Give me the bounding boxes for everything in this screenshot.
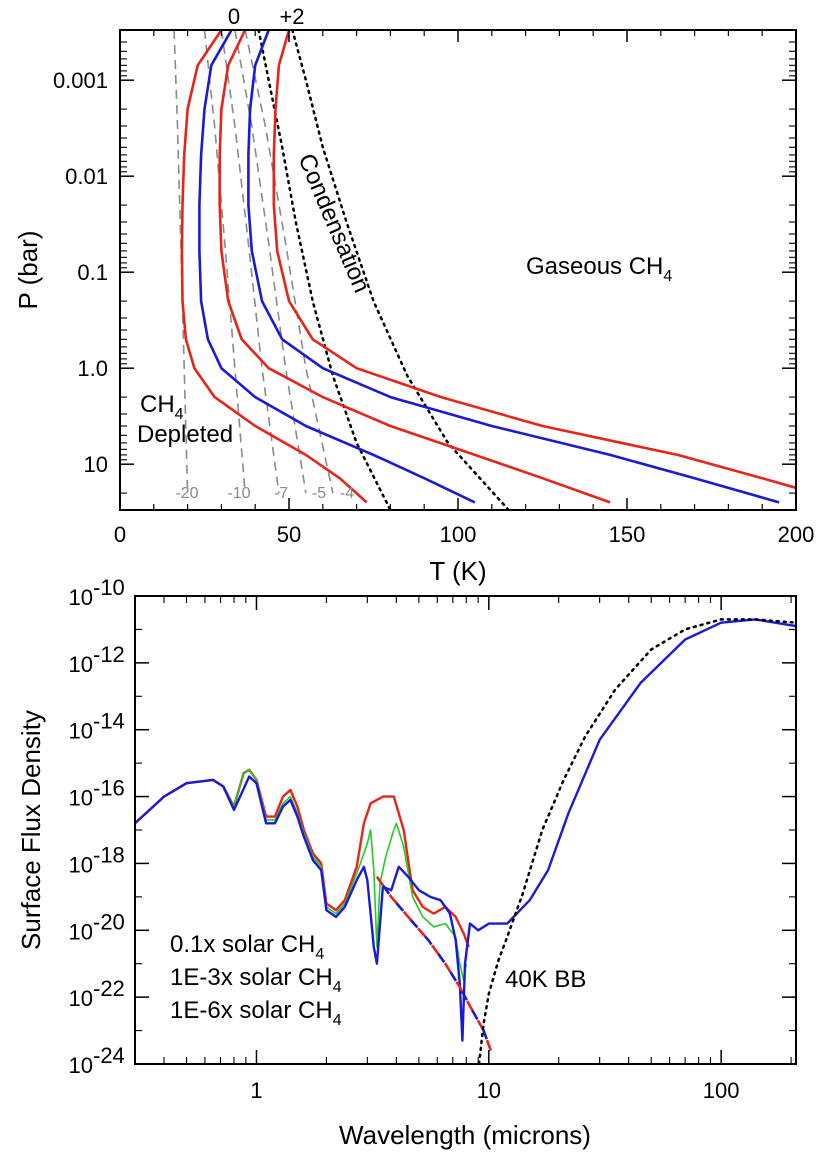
y-tick-label: 10: [84, 452, 108, 477]
y-axis-title-bottom: Surface Flux Density: [16, 710, 46, 950]
spectrum-1E-3x-solar-CH4: [135, 769, 468, 982]
isoline-label-minus5: -5: [312, 485, 326, 502]
legend-entry-1e-3x: 1E-3x solar CH4: [170, 964, 342, 996]
y-tick-label: 10: [69, 852, 93, 877]
legend-entry-0.1x: 0.1x solar CH4: [170, 931, 324, 963]
y-axis-title: P (bar): [13, 231, 43, 310]
legend-1e-6x-subscript: 4: [333, 1012, 342, 1029]
y-tick-exponent: -20: [93, 909, 125, 934]
y-tick-exponent: -10: [93, 575, 125, 600]
isoline-label-minus10: -10: [227, 485, 250, 502]
x-axis-title: T (K): [429, 556, 486, 586]
depleted-label-line2: Depleted: [137, 421, 233, 448]
profile-2: [198, 30, 476, 504]
gaseous-label: Gaseous CH4: [526, 253, 672, 285]
depleted-label-subscript: 4: [175, 406, 184, 423]
x-axis-title-bottom: Wavelength (microns): [339, 1120, 591, 1150]
isoline-group: [173, 30, 334, 494]
condensation-label: Condensation: [292, 150, 375, 297]
depleted-label-line1: CH4: [140, 391, 184, 423]
profile-3: [218, 30, 611, 504]
isoline-label-minus7: -7: [274, 485, 288, 502]
isoline--4: [244, 30, 334, 494]
x-tick-label: 50: [277, 522, 301, 547]
profile-5: [272, 30, 796, 490]
legend-1e-3x-text: 1E-3x solar CH: [170, 964, 333, 991]
depleted-dashed-blue: [375, 876, 493, 1052]
condensation-plus2-label: +2: [279, 4, 304, 29]
x-tick-label: 100: [703, 1078, 740, 1103]
legend-0.1x-text: 0.1x solar CH: [170, 931, 315, 958]
profile-1: [180, 30, 368, 504]
x-tick-label: 0: [114, 522, 126, 547]
legend-1e-3x-subscript: 4: [333, 979, 342, 996]
y-tick-label: 10: [69, 986, 93, 1011]
legend-0.1x-subscript: 4: [315, 946, 324, 963]
y-tick-label: 10: [69, 919, 93, 944]
x-tick-label: 10: [477, 1078, 501, 1103]
plot-frame-bottom: [134, 595, 797, 1065]
legend-1e-6x-text: 1E-6x solar CH: [170, 997, 333, 1024]
y-tick-label: 0.1: [77, 260, 108, 285]
y-tick-exponent: -18: [93, 842, 125, 867]
y-tick-label: 1.0: [77, 356, 108, 381]
y-tick-label: 10: [69, 652, 93, 677]
condensation-curve-0: [257, 30, 392, 510]
gaseous-label-text: Gaseous CH: [526, 253, 663, 280]
depleted-dashed-red: [375, 876, 493, 1052]
isoline--7: [220, 30, 280, 494]
x-tick-label: 1: [250, 1078, 262, 1103]
y-tick-label: 0.01: [65, 164, 108, 189]
profile-4: [247, 30, 780, 504]
isoline--10: [203, 30, 246, 494]
depleted-label-ch: CH: [140, 391, 175, 418]
y-tick-label: 10: [69, 786, 93, 811]
profile-group: [180, 30, 796, 504]
x-tick-label: 200: [778, 522, 815, 547]
y-tick-exponent: -12: [93, 642, 125, 667]
axis-ticks-top: 0 50 100 150 200 0.001 0.01 0.1 1.0 10: [53, 29, 815, 547]
spectrum-1E-6x-solar-CH4: [135, 768, 470, 948]
y-tick-label: 10: [69, 1053, 93, 1078]
y-tick-exponent: -22: [93, 976, 125, 1001]
isoline-label-minus20: -20: [175, 485, 198, 502]
blackbody-label: 40K BB: [505, 966, 586, 993]
y-tick-label: 10: [69, 719, 93, 744]
isoline--5: [234, 30, 307, 494]
panel-temperature-pressure: 0 50 100 150 200 0.001 0.01 0.1 1.0 10 T (K) P (b…: [13, 4, 815, 586]
condensation-curve-group: [257, 30, 510, 510]
blackbody-40k: [477, 618, 796, 1064]
y-tick-label: 10: [69, 585, 93, 610]
x-tick-label: 100: [440, 522, 477, 547]
condensation-curve-+2: [291, 30, 510, 510]
y-tick-exponent: -14: [93, 709, 125, 734]
legend-entry-1e-6x: 1E-6x solar CH4: [170, 997, 342, 1029]
spectrum-0.1x-solar-CH4: [135, 618, 796, 1042]
x-tick-label: 150: [609, 522, 646, 547]
y-tick-exponent: -24: [93, 1043, 125, 1068]
y-tick-label: 0.001: [53, 68, 108, 93]
condensation-0-label: 0: [228, 4, 240, 29]
y-tick-exponent: -16: [93, 776, 125, 801]
isoline-label-minus4: -4: [340, 485, 354, 502]
spectrum-group: [135, 618, 796, 1064]
gaseous-label-subscript: 4: [663, 268, 672, 285]
